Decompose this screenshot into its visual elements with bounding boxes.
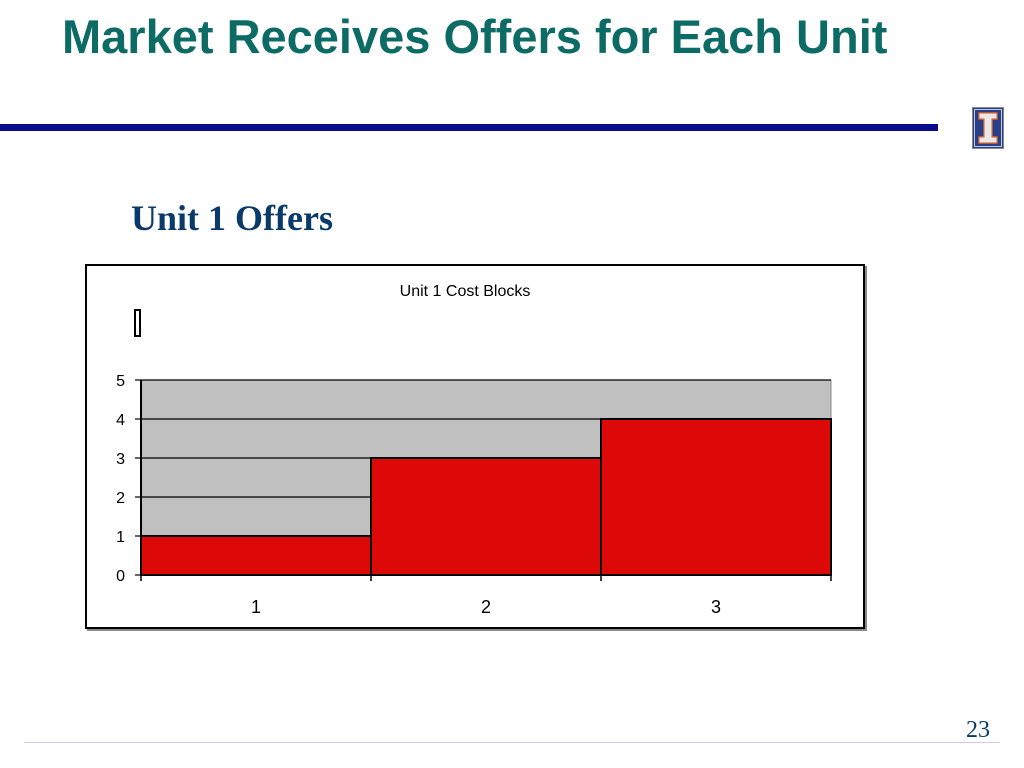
y-tick-label: 3 <box>116 451 125 468</box>
x-tick-label: 2 <box>481 597 491 617</box>
x-tick-label: 1 <box>251 597 261 617</box>
y-tick-label: 4 <box>116 412 125 429</box>
y-tick-label: 1 <box>116 529 125 546</box>
footer-rule <box>24 742 1000 743</box>
y-tick-label: 5 <box>116 373 125 390</box>
bar-2 <box>370 457 602 576</box>
illinois-block-i-icon <box>972 107 1004 149</box>
slide-title: Market Receives Offers for Each Unit <box>62 10 888 63</box>
y-tick-label: 0 <box>116 568 125 585</box>
chart-frame: Unit 1 Cost Blocks 0 1 2 3 4 5 1 2 3 <box>85 264 865 629</box>
bar-chart: Unit 1 Cost Blocks 0 1 2 3 4 5 1 2 3 <box>116 283 832 617</box>
legend-marker <box>134 309 141 337</box>
chart-title: Unit 1 Cost Blocks <box>400 283 531 300</box>
y-tick-label: 2 <box>116 490 125 507</box>
title-rule <box>0 124 938 131</box>
bar-3 <box>600 418 832 576</box>
bar-1 <box>140 535 372 576</box>
page-number: 23 <box>966 717 990 743</box>
x-tick-label: 3 <box>711 597 721 617</box>
slide-subtitle: Unit 1 Offers <box>131 198 333 238</box>
